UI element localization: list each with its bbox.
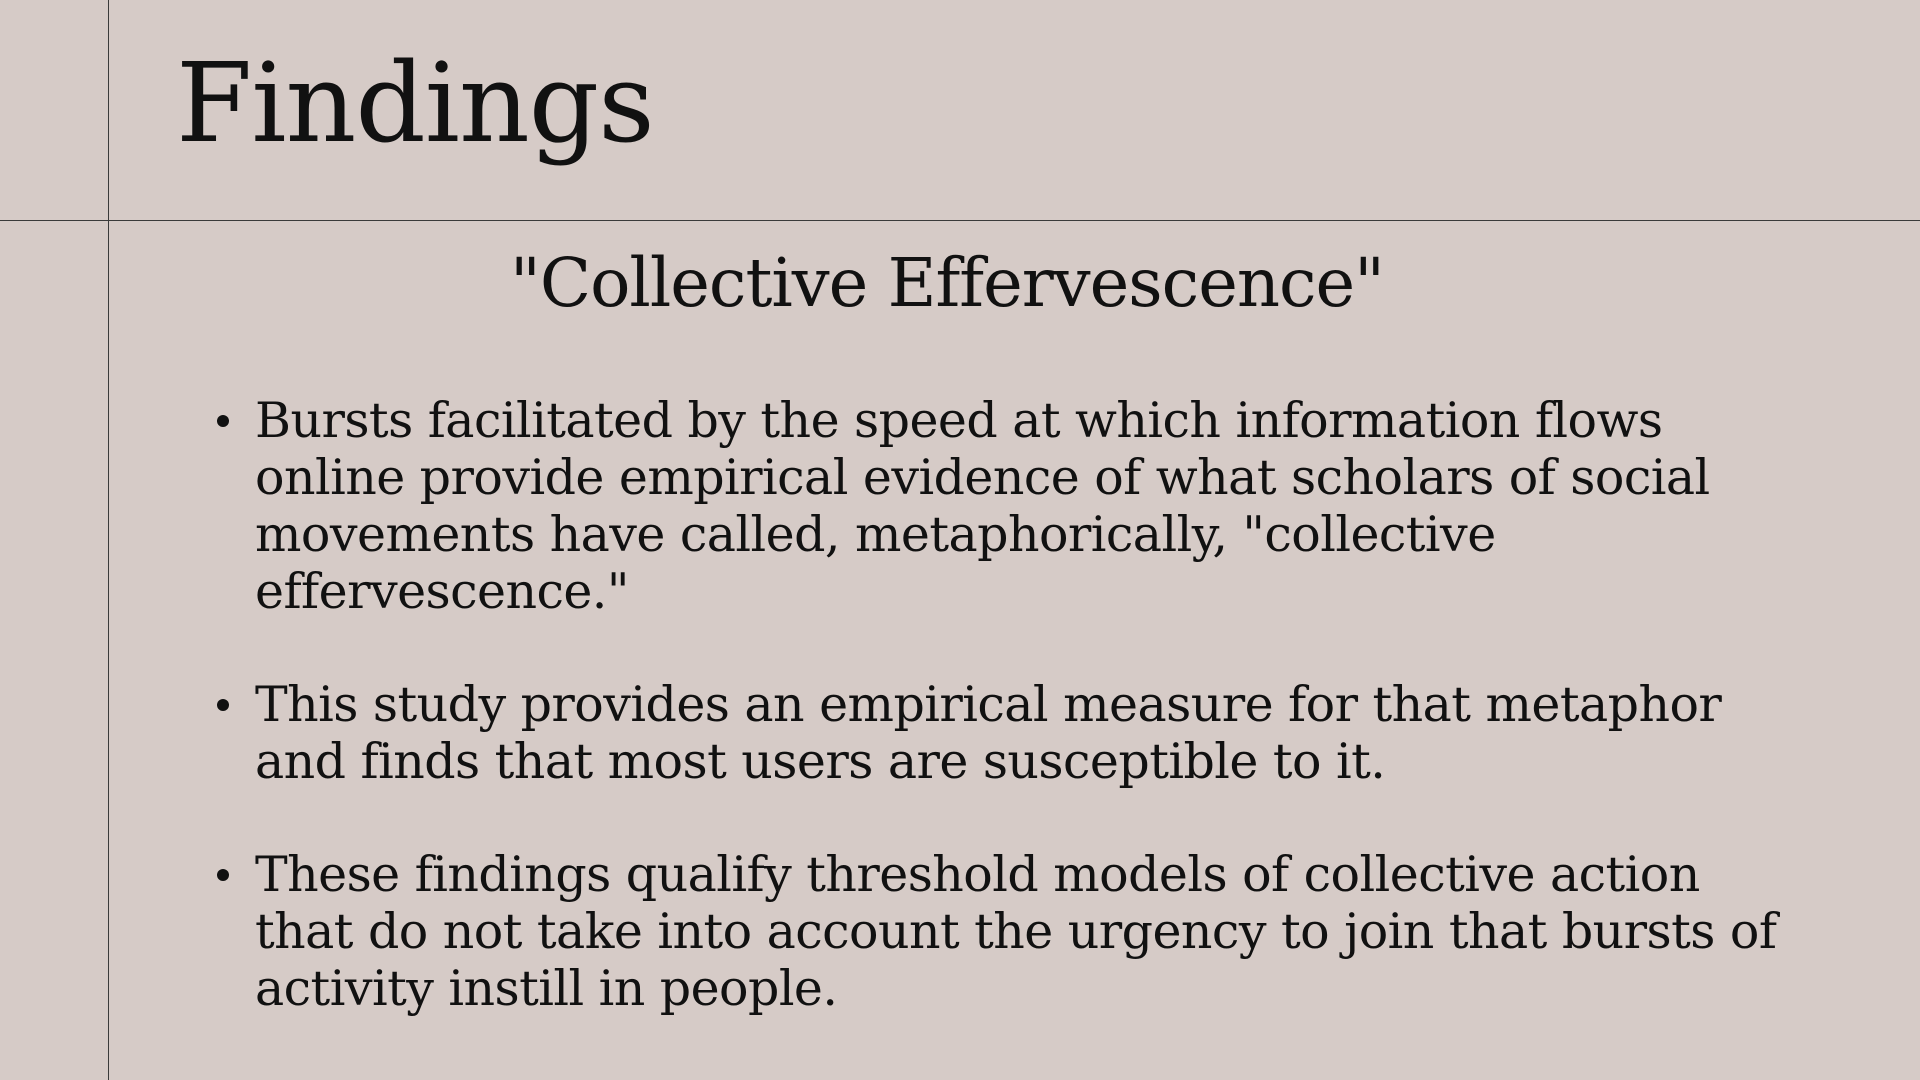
bullet-text: This study provides an empirical measure… <box>255 676 1722 790</box>
bullet-list: Bursts facilitated by the speed at which… <box>212 392 1812 1073</box>
vertical-divider <box>108 0 109 1080</box>
slide-title: Findings <box>176 39 655 167</box>
bullet-dot-icon <box>217 869 229 881</box>
horizontal-divider <box>0 220 1920 221</box>
bullet-item: These findings qualify threshold models … <box>212 846 1812 1017</box>
bullet-text: These findings qualify threshold models … <box>255 846 1777 1017</box>
slide-subtitle: "Collective Effervescence" <box>510 244 1385 322</box>
bullet-dot-icon <box>217 415 229 427</box>
bullet-text: Bursts facilitated by the speed at which… <box>255 392 1710 620</box>
bullet-item: This study provides an empirical measure… <box>212 676 1812 790</box>
bullet-item: Bursts facilitated by the speed at which… <box>212 392 1812 620</box>
bullet-dot-icon <box>217 699 229 711</box>
